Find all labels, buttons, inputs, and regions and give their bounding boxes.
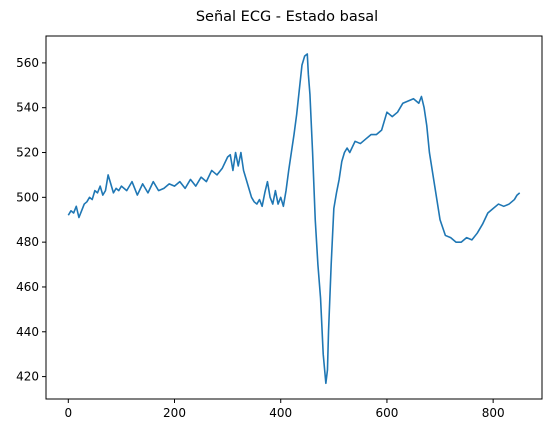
- plot-area: [67, 53, 521, 385]
- y-tick-label: 500: [16, 190, 39, 204]
- y-tick-label: 560: [16, 56, 39, 70]
- plot-frame: [45, 35, 543, 400]
- y-axis: 420 440 460 480 500 520 540 560: [16, 56, 46, 384]
- y-tick-label: 460: [16, 280, 39, 294]
- x-tick-label: 800: [482, 406, 505, 420]
- x-tick-label: 0: [64, 406, 72, 420]
- x-tick-label: 200: [163, 406, 186, 420]
- y-tick-label: 420: [16, 370, 39, 384]
- x-tick-label: 600: [375, 406, 398, 420]
- x-axis: 0 200 400 600 800: [64, 399, 505, 420]
- y-tick-label: 440: [16, 325, 39, 339]
- y-tick-label: 520: [16, 146, 39, 160]
- series-line-0: [67, 53, 521, 385]
- chart-title: Señal ECG - Estado basal: [196, 9, 378, 25]
- y-tick-label: 540: [16, 101, 39, 115]
- x-tick-label: 400: [269, 406, 292, 420]
- y-tick-label: 480: [16, 235, 39, 249]
